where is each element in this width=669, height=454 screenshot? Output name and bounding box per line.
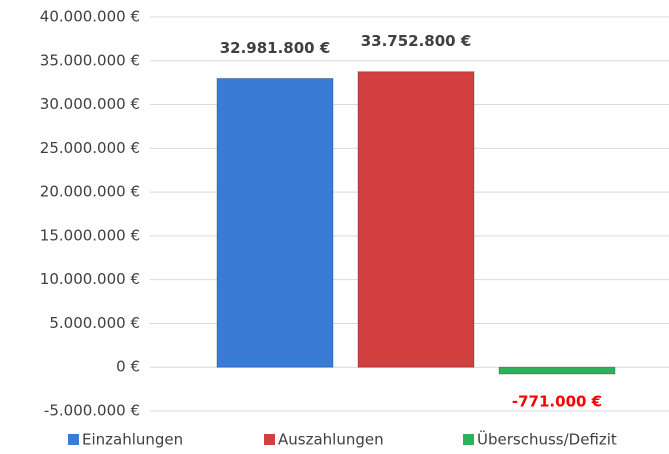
- legend-label: Einzahlungen: [82, 431, 183, 449]
- data-label: -771.000 €: [512, 392, 602, 410]
- legend-swatch: [463, 434, 474, 445]
- y-tick-label: -5.000.000 €: [44, 402, 140, 420]
- y-tick-label: 25.000.000 €: [40, 139, 140, 157]
- y-tick-label: 5.000.000 €: [49, 314, 140, 332]
- y-tick-label: 0 €: [116, 358, 140, 376]
- bar: [498, 366, 616, 375]
- y-tick-label: 40.000.000 €: [40, 8, 140, 26]
- y-tick-label: 10.000.000 €: [40, 270, 140, 288]
- legend-swatch: [264, 434, 275, 445]
- legend-label: Überschuss/Defizit: [477, 430, 617, 449]
- y-tick-label: 30.000.000 €: [40, 95, 140, 113]
- y-tick-label: 35.000.000 €: [40, 51, 140, 69]
- y-tick-label: 15.000.000 €: [40, 226, 140, 244]
- y-tick-label: 20.000.000 €: [40, 183, 140, 201]
- legend-label: Auszahlungen: [278, 431, 384, 449]
- legend-swatch: [68, 434, 79, 445]
- data-label: 32.981.800 €: [220, 39, 331, 57]
- bar: [216, 77, 334, 368]
- data-label: 33.752.800 €: [361, 32, 472, 50]
- bar: [357, 71, 475, 368]
